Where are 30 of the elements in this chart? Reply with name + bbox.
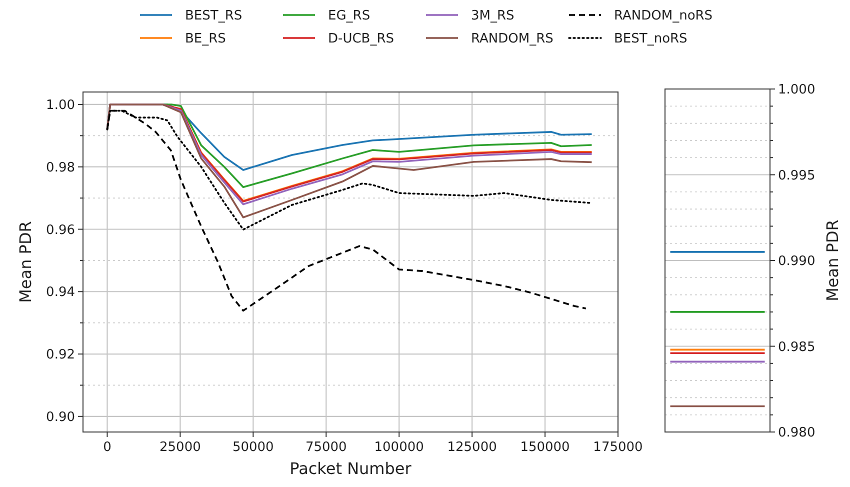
y-axis-title: Mean PDR bbox=[823, 220, 842, 302]
x-tick-label: 0 bbox=[103, 440, 112, 455]
y-tick-label: 0.92 bbox=[46, 348, 75, 363]
x-tick-label: 175000 bbox=[593, 440, 643, 455]
y-axis-title: Mean PDR bbox=[16, 221, 35, 303]
y-tick-label: 0.98 bbox=[46, 160, 75, 176]
y-tick-label: 1.000 bbox=[778, 82, 816, 98]
y-tick-label: 0.96 bbox=[46, 222, 75, 238]
x-tick-label: 25000 bbox=[160, 440, 201, 455]
x-tick-label: 75000 bbox=[305, 440, 347, 455]
x-tick-label: 125000 bbox=[447, 440, 497, 455]
y-tick-label: 0.90 bbox=[46, 410, 75, 425]
y-tick-label: 0.985 bbox=[778, 340, 816, 355]
legend-label: RANDOM_RS bbox=[471, 32, 554, 47]
legend-label: RANDOM_noRS bbox=[614, 8, 713, 24]
x-tick-label: 150000 bbox=[520, 440, 570, 455]
y-tick-label: 0.980 bbox=[778, 426, 816, 441]
x-axis-title: Packet Number bbox=[290, 459, 412, 478]
y-tick-label: 1.00 bbox=[46, 98, 75, 114]
y-tick-label: 0.990 bbox=[778, 254, 816, 270]
legend-label: 3M_RS bbox=[471, 8, 514, 24]
x-tick-label: 50000 bbox=[232, 440, 274, 455]
y-tick-label: 0.94 bbox=[46, 285, 75, 300]
y-tick-label: 0.995 bbox=[778, 168, 816, 184]
legend-label: EG_RS bbox=[328, 8, 370, 24]
legend-label: BEST_RS bbox=[185, 8, 242, 24]
legend-label: BEST_noRS bbox=[614, 32, 688, 47]
legend-label: BE_RS bbox=[185, 32, 226, 47]
legend-label: D-UCB_RS bbox=[328, 32, 394, 47]
x-tick-label: 100000 bbox=[374, 440, 424, 455]
